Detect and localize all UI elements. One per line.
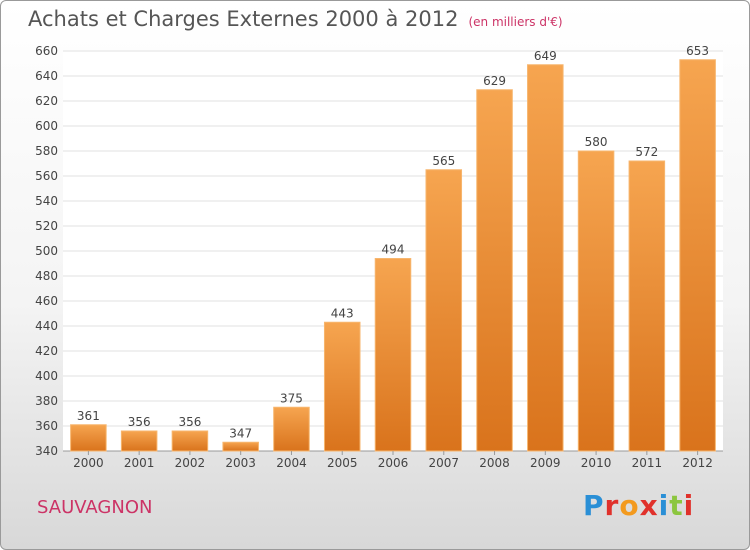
chart-title: Achats et Charges Externes 2000 à 2012 (e… xyxy=(28,7,563,31)
y-tick-label: 520 xyxy=(35,219,58,233)
bar xyxy=(323,321,361,452)
y-tick-label: 380 xyxy=(35,394,58,408)
x-tick-label: 2005 xyxy=(327,456,358,470)
x-tick-label: 2011 xyxy=(632,456,663,470)
y-tick-label: 640 xyxy=(35,69,58,83)
bar-value-label: 629 xyxy=(483,74,506,88)
x-tick-label: 2008 xyxy=(479,456,510,470)
y-tick-label: 460 xyxy=(35,294,58,308)
commune-name: SAUVAGNON xyxy=(37,497,153,518)
bar xyxy=(374,258,412,452)
chart-unit: (en milliers d'€) xyxy=(468,15,563,29)
logo-letter: P xyxy=(583,489,605,522)
y-tick-label: 340 xyxy=(35,444,58,458)
bar-value-label: 565 xyxy=(432,154,455,168)
logo-letter: r xyxy=(604,489,620,522)
y-tick-label: 440 xyxy=(35,319,58,333)
bar xyxy=(628,160,666,452)
bar xyxy=(476,89,513,452)
y-tick-label: 580 xyxy=(35,144,58,158)
bar-value-label: 653 xyxy=(686,44,709,58)
bar xyxy=(70,424,107,452)
bar-value-label: 572 xyxy=(635,145,658,159)
y-tick-label: 660 xyxy=(35,44,58,58)
x-tick-label: 2001 xyxy=(124,456,155,470)
logo-letter: i xyxy=(658,489,670,522)
y-tick-label: 480 xyxy=(35,269,58,283)
bar xyxy=(222,441,259,452)
logo-letter: i xyxy=(683,489,695,522)
x-tick-label: 2010 xyxy=(581,456,612,470)
bar-value-label: 443 xyxy=(331,306,354,320)
x-tick-label: 2012 xyxy=(682,456,713,470)
bar-value-label: 356 xyxy=(128,415,151,429)
logo-letter: o xyxy=(619,489,640,522)
bar-value-label: 356 xyxy=(178,415,201,429)
y-tick-label: 400 xyxy=(35,369,58,383)
x-tick-label: 2003 xyxy=(225,456,256,470)
bar xyxy=(679,59,716,452)
x-tick-label: 2009 xyxy=(530,456,561,470)
proxiti-logo: Proxiti xyxy=(583,489,694,522)
bar xyxy=(577,150,615,452)
bar-value-label: 361 xyxy=(77,409,100,423)
x-tick-label: 2002 xyxy=(175,456,206,470)
bar-value-label: 580 xyxy=(585,135,608,149)
bar xyxy=(171,430,209,452)
y-tick-label: 600 xyxy=(35,119,58,133)
y-tick-label: 560 xyxy=(35,169,58,183)
x-tick-label: 2004 xyxy=(276,456,307,470)
y-tick-label: 420 xyxy=(35,344,58,358)
bar xyxy=(273,406,310,452)
bar-value-label: 375 xyxy=(280,391,303,405)
bar-value-label: 649 xyxy=(534,49,557,63)
logo-letter: x xyxy=(639,489,659,522)
y-tick-label: 620 xyxy=(35,94,58,108)
chart-title-text: Achats et Charges Externes 2000 à 2012 xyxy=(28,7,459,31)
bar-value-label: 494 xyxy=(382,243,405,257)
y-tick-label: 540 xyxy=(35,194,58,208)
y-tick-label: 360 xyxy=(35,419,58,433)
bar xyxy=(425,169,463,452)
bar-value-label: 347 xyxy=(229,426,252,440)
bar xyxy=(120,430,158,452)
y-tick-label: 500 xyxy=(35,244,58,258)
logo-letter: t xyxy=(669,489,684,522)
bar xyxy=(527,64,564,452)
x-tick-label: 2000 xyxy=(73,456,104,470)
x-tick-label: 2007 xyxy=(428,456,459,470)
x-tick-label: 2006 xyxy=(378,456,409,470)
